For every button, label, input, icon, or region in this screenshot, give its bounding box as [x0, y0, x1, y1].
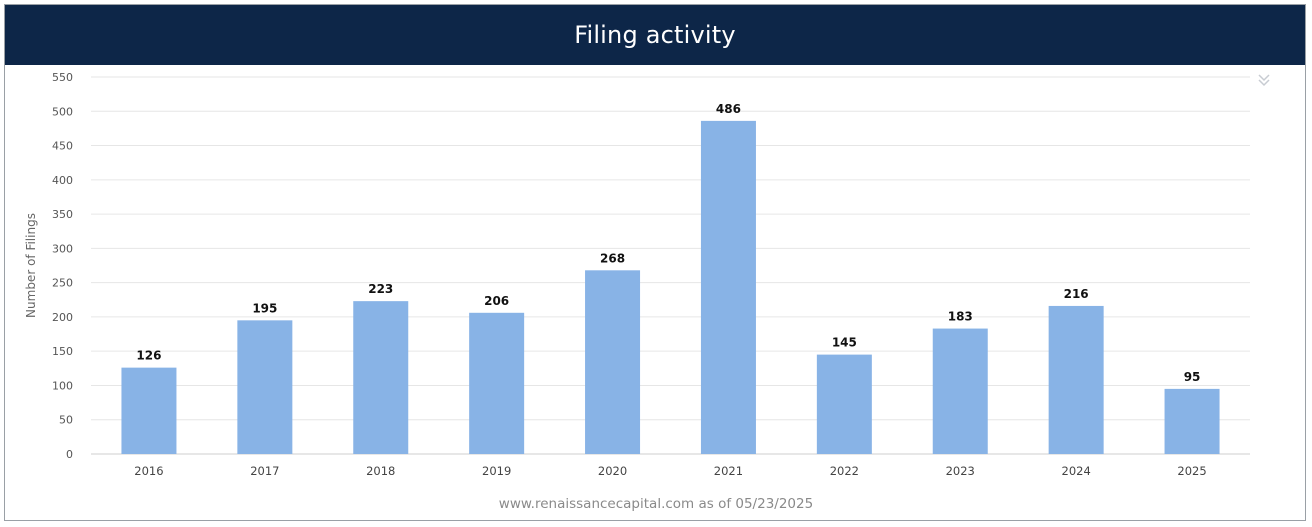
- y-tick-label: 150: [52, 345, 73, 358]
- y-tick-label: 0: [66, 448, 73, 461]
- bar-value-label: 223: [368, 282, 393, 296]
- bar[interactable]: [237, 320, 293, 454]
- chart-title: Filing activity: [574, 21, 736, 49]
- bar-value-label: 206: [484, 294, 509, 308]
- y-tick-label: 400: [52, 174, 73, 187]
- y-tick-label: 500: [52, 105, 73, 118]
- chart-header: Filing activity: [5, 5, 1305, 65]
- bar[interactable]: [469, 312, 525, 454]
- x-tick-label: 2023: [946, 464, 975, 478]
- y-axis-ticks: 0 50 100 150 200 250 300 350 400 450 500 550: [52, 71, 73, 461]
- source-credit: www.renaissancecapital.com as of 05/23/2…: [498, 496, 814, 512]
- y-tick-label: 350: [52, 208, 73, 221]
- x-axis-ticks: 2016 2017 2018 2019 2020 2021 2022 2023 2024 2025: [134, 464, 1206, 478]
- bar-value-label: 95: [1184, 370, 1201, 384]
- bar-value-label: 126: [136, 349, 161, 363]
- y-tick-label: 200: [52, 311, 73, 324]
- bar-value-label: 145: [832, 336, 857, 350]
- bar-value-label: 195: [252, 301, 277, 315]
- y-axis-title: Number of Filings: [24, 213, 38, 318]
- y-tick-label: 450: [52, 140, 73, 153]
- bar-value-label: 216: [1064, 287, 1089, 301]
- bar[interactable]: [1164, 388, 1220, 454]
- x-tick-label: 2022: [830, 464, 859, 478]
- bar[interactable]: [1048, 305, 1104, 454]
- x-tick-label: 2016: [134, 464, 163, 478]
- y-tick-label: 100: [52, 379, 73, 392]
- bars: [121, 120, 1220, 455]
- bar-value-label: 183: [948, 310, 973, 324]
- bar[interactable]: [353, 301, 409, 454]
- x-tick-label: 2019: [482, 464, 511, 478]
- x-tick-label: 2024: [1062, 464, 1091, 478]
- y-tick-label: 300: [52, 242, 73, 255]
- bar[interactable]: [816, 354, 872, 454]
- bar-value-label: 486: [716, 102, 741, 116]
- bar-value-label: 268: [600, 251, 625, 265]
- x-tick-label: 2025: [1177, 464, 1206, 478]
- x-tick-label: 2020: [598, 464, 627, 478]
- y-tick-label: 550: [52, 71, 73, 84]
- bar[interactable]: [585, 270, 641, 454]
- bar[interactable]: [121, 367, 177, 454]
- bar[interactable]: [932, 328, 988, 454]
- y-tick-label: 250: [52, 277, 73, 290]
- chart-frame: Filing activity: [4, 4, 1306, 521]
- bar[interactable]: [700, 120, 756, 455]
- x-tick-label: 2017: [250, 464, 279, 478]
- data-labels: 126 195 223 206 268 486 145 183 216 95: [136, 102, 1200, 384]
- double-chevron-down-icon[interactable]: [1256, 72, 1272, 88]
- x-tick-label: 2018: [366, 464, 395, 478]
- x-tick-label: 2021: [714, 464, 743, 478]
- y-tick-label: 50: [59, 414, 73, 427]
